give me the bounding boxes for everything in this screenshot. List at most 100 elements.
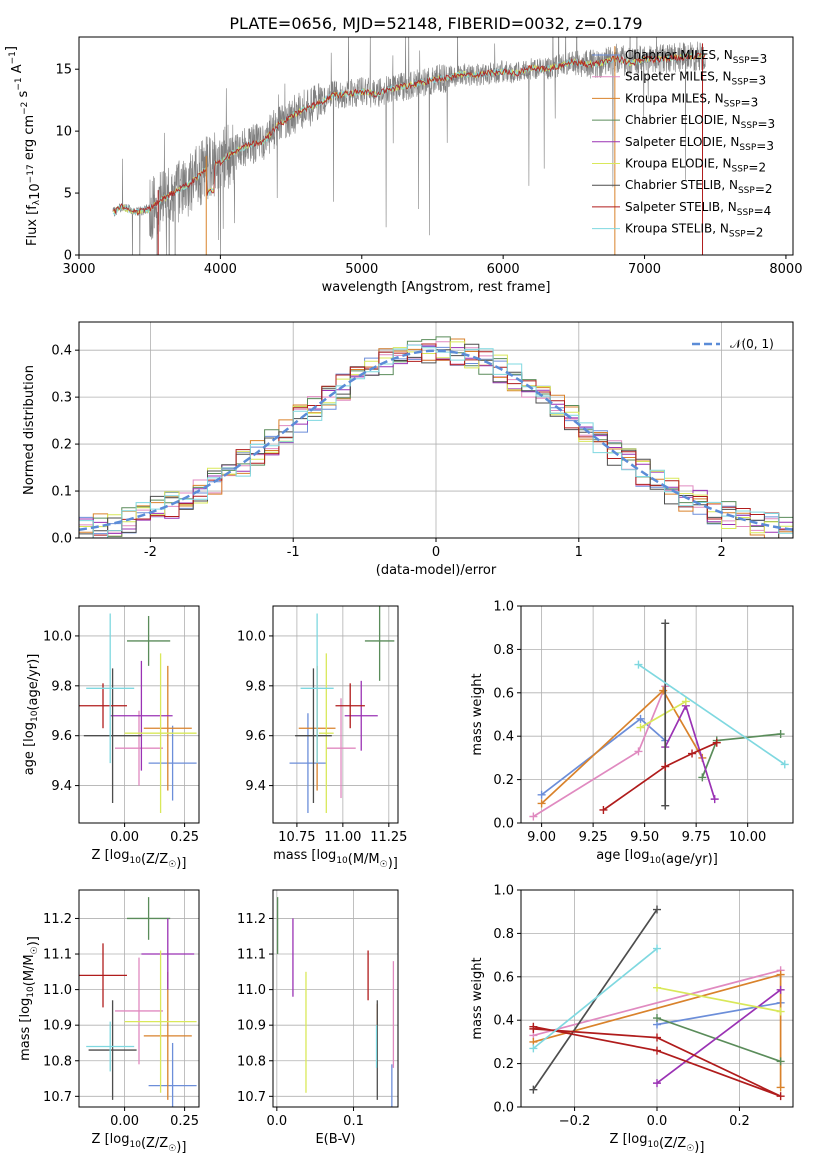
label-part: )] xyxy=(26,936,41,946)
series-line-sa_elodie xyxy=(664,703,716,800)
label-part: Flux [f xyxy=(25,205,40,246)
series-point-sa_stelib xyxy=(653,1033,661,1042)
label-part: 10 xyxy=(28,183,43,200)
y-tick-label: 10.8 xyxy=(237,1054,266,1069)
series-point-ch_stelib xyxy=(529,1085,538,1094)
series-point-ch_elodie xyxy=(776,1057,785,1066)
y-tick-label: 11.2 xyxy=(43,912,72,927)
series-point-ch_stelib xyxy=(653,905,661,914)
label-part: 10 xyxy=(647,1140,659,1150)
label-part: (Z/Z xyxy=(141,852,168,867)
x-tick-label: 10.75 xyxy=(278,830,315,845)
x-tick-label: 4000 xyxy=(204,262,237,277)
label-part: Kroupa STELIB, N xyxy=(625,222,729,236)
observed-spectrum-line xyxy=(112,37,706,255)
label-part: 10 xyxy=(336,856,348,866)
errorbar-kr_stelib xyxy=(300,613,334,764)
series-point-kr_stelib xyxy=(529,1044,538,1053)
axes: 10.75 11.00 11.25 9.4 9.6 9.8 10.0 mass [log10(… xyxy=(237,605,407,871)
legend-label-sa_stelib: Salpeter STELIB, NSSP=4 xyxy=(625,200,771,218)
y-tick-label: 9.4 xyxy=(245,779,266,794)
label-part: =2 xyxy=(755,182,773,196)
x-tick-label: 0.00 xyxy=(110,830,139,845)
series-ch_stelib xyxy=(661,619,670,810)
label-part: (age/yr)] xyxy=(661,852,718,867)
x-tick-label: 11.25 xyxy=(370,830,407,845)
histogram-steps xyxy=(79,336,793,538)
x-tick-label: 11.00 xyxy=(324,830,361,845)
x-tick-label: 0.2 xyxy=(729,1114,750,1129)
label-part: SSP xyxy=(737,208,754,218)
series-sa_elodie xyxy=(653,985,785,1088)
y-tick-label: 10.7 xyxy=(237,1090,266,1105)
errorbar-kr_stelib xyxy=(86,1021,135,1072)
legend-label-sa_elodie: Salpeter ELODIE, NSSP=3 xyxy=(625,135,774,153)
series-ch_elodie xyxy=(653,1014,785,1066)
y-tick-label: 0.0 xyxy=(493,1101,514,1116)
label-part: ] xyxy=(4,46,19,51)
label-part: −17 xyxy=(26,164,36,183)
series-line-ch_miles xyxy=(656,1001,781,1026)
y-tick-label: 15 xyxy=(55,63,72,78)
series-sa_stelib xyxy=(599,738,721,814)
y-tick-label: 11.1 xyxy=(43,948,72,963)
label-part: ☉ xyxy=(686,1144,694,1154)
y-axis-label: mass weight xyxy=(470,957,485,1039)
y-tick-label: 0.6 xyxy=(493,970,514,985)
x-tick-label: 0.0 xyxy=(647,1114,668,1129)
label-part: ☉ xyxy=(30,946,40,954)
legend-label-ch_miles: Chabrier MILES, NSSP=3 xyxy=(625,48,767,66)
x-tick-label: 9.50 xyxy=(630,830,659,845)
axes: −0.2 0.0 0.2 0.0 0.2 0.4 0.6 0.8 1.0 Z [log10(Z/Z… xyxy=(470,884,794,1155)
y-tick-label: 0.3 xyxy=(51,391,72,406)
label-part: Salpeter ELODIE, N xyxy=(625,135,739,149)
x-tick-label: 0 xyxy=(432,545,440,560)
errorbar-sa_miles xyxy=(115,710,163,786)
x-axis-label: mass [log10(M/M☉)] xyxy=(273,848,398,871)
grid xyxy=(273,606,398,823)
panel-weight_vs_z: −0.2 0.0 0.2 0.0 0.2 0.4 0.6 0.8 1.0 Z [log10(Z/Z… xyxy=(470,884,794,1155)
y-tick-label: 0.4 xyxy=(493,730,514,745)
panel-weight_vs_age: 9.00 9.25 9.50 9.75 10.00 0.0 0.2 0.4 0.6 0.8 1.0 a… xyxy=(470,600,794,867)
x-tick-label: 7000 xyxy=(628,262,661,277)
y-tick-label: 0.6 xyxy=(493,686,514,701)
series-point-kr_elodie xyxy=(653,983,661,992)
label-part: age [log xyxy=(22,722,37,775)
axes-frame xyxy=(78,36,794,256)
errorbar-kr_stelib xyxy=(86,613,135,764)
label-part: Kroupa ELODIE, N xyxy=(625,157,732,171)
x-tick-label: -2 xyxy=(144,545,157,560)
y-tick-label: 10.0 xyxy=(43,629,72,644)
errorbar-kr_miles xyxy=(143,665,192,791)
x-tick-label: 5000 xyxy=(345,262,378,277)
y-tick-label: 9.8 xyxy=(245,679,266,694)
label-part: SSP xyxy=(739,143,756,153)
x-tick-label: 1 xyxy=(575,545,583,560)
axes-frame xyxy=(272,889,399,1108)
label-part: ☉ xyxy=(380,860,388,870)
x-tick-label: 10.00 xyxy=(729,830,766,845)
grid xyxy=(273,890,398,1107)
label-part: erg cm xyxy=(22,115,37,164)
x-tick-label: 6000 xyxy=(487,262,520,277)
errorbar-ch_miles xyxy=(148,725,197,801)
label-part: Chabrier ELODIE, N xyxy=(625,113,741,127)
label-part: (Z/Z xyxy=(141,1136,168,1151)
y-tick-label: 9.8 xyxy=(51,679,72,694)
histogram-kr_stelib xyxy=(79,344,793,538)
panel-age_vs_mass: 10.75 11.00 11.25 9.4 9.6 9.8 10.0 mass [log10(… xyxy=(237,605,407,871)
label-part: 10 xyxy=(26,986,36,998)
label-part: SSP xyxy=(729,230,746,240)
y-axis-label: Normed distribution xyxy=(22,365,37,495)
label-part: Z [log xyxy=(92,1132,130,1147)
axes: 3000 4000 5000 6000 7000 8000 0 5 10 15 wavelength… xyxy=(4,36,802,295)
series-point-kr_stelib xyxy=(653,944,661,953)
series-sa_elodie xyxy=(661,701,719,804)
errorbar-sa_miles xyxy=(115,957,163,1065)
axes-frame xyxy=(78,605,200,824)
label-part: )] xyxy=(694,1140,704,1155)
label-part: ☉ xyxy=(168,1144,176,1154)
